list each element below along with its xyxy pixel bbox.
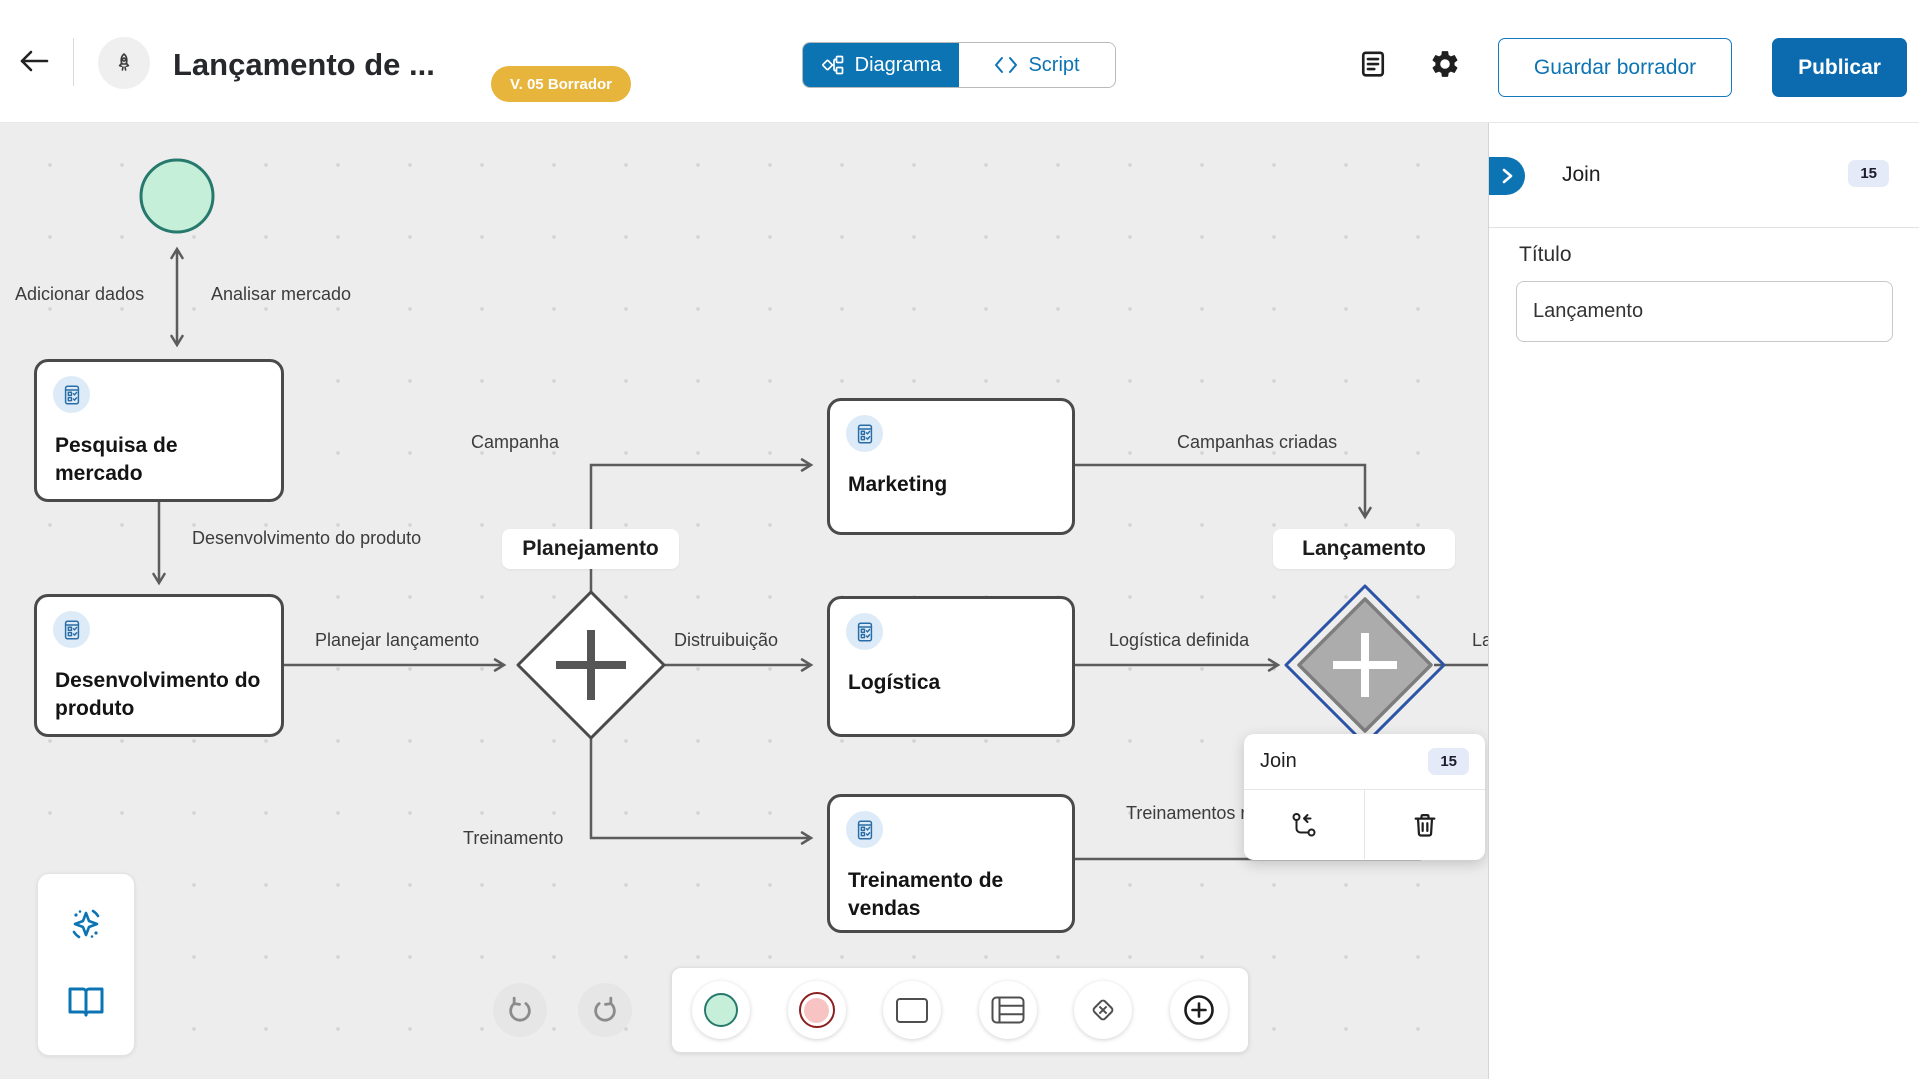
delete-node-button[interactable]: [1364, 790, 1485, 859]
lanes-icon: [991, 996, 1025, 1024]
add-task-button[interactable]: [883, 981, 942, 1039]
title-input[interactable]: [1516, 281, 1893, 342]
reroute-connection-button[interactable]: [1244, 790, 1364, 859]
diagram-canvas[interactable]: Pesquisa de mercado Desenvolvimento do p…: [0, 123, 1488, 1079]
panel-node-type: Join: [1562, 163, 1601, 186]
start-event-icon: [704, 993, 738, 1027]
edge-label-treinamento: Treinamento: [463, 828, 564, 848]
gear-icon: [1432, 51, 1458, 77]
header-divider: [73, 38, 74, 86]
book-icon: [68, 987, 104, 1017]
node-label: Pesquisa de mercado: [55, 434, 178, 485]
undo-button[interactable]: [493, 983, 547, 1037]
edge-label-planejar-lancamento: Planejar lançamento: [315, 630, 480, 650]
plus-glyph: [556, 630, 626, 700]
task-icon: [53, 611, 90, 648]
popup-node-type: Join: [1260, 750, 1297, 772]
version-badge: V. 05 Borrador: [491, 66, 631, 102]
add-lanes-button[interactable]: [978, 981, 1037, 1039]
chevron-right-icon: [1502, 168, 1513, 184]
plus-circle-icon: [1184, 995, 1214, 1025]
ai-assistant-button[interactable]: [60, 900, 112, 952]
assistant-card: [37, 873, 135, 1056]
edge-label-analisar-mercado: Analisar mercado: [211, 284, 352, 304]
rocket-icon: [118, 53, 130, 71]
node-context-popup: Join 15: [1244, 734, 1485, 860]
top-bar: Lançamento de ... V. 05 Borrador Diagram…: [0, 0, 1919, 123]
task-icon: [846, 415, 883, 452]
node-pesquisa-de-mercado[interactable]: Pesquisa de mercado: [34, 359, 284, 502]
edge-label-adicionar-dados: Adicionar dados: [15, 284, 145, 304]
tab-diagram[interactable]: Diagrama: [803, 43, 959, 87]
title-field-label: Título: [1519, 243, 1572, 266]
tab-diagram-label: Diagrama: [854, 53, 942, 76]
settings-button[interactable]: [1428, 48, 1462, 82]
tab-script-label: Script: [1028, 53, 1080, 76]
task-icon: [846, 811, 883, 848]
diagram-icon: [821, 55, 843, 75]
panel-header: Join 15: [1489, 123, 1919, 228]
back-button[interactable]: [14, 44, 54, 80]
node-label: Logística: [848, 671, 941, 694]
code-icon: [995, 57, 1018, 73]
undo-icon: [509, 996, 531, 1022]
tab-script[interactable]: Script: [959, 43, 1115, 87]
edge-marketing-lancamento[interactable]: [1075, 463, 1372, 520]
properties-panel: Join 15 Título: [1488, 123, 1919, 1079]
edge-label-campanha: Campanha: [471, 432, 560, 452]
gateway-label-lancamento[interactable]: Lançamento: [1273, 529, 1455, 569]
page-title: Lançamento de ...: [173, 47, 435, 82]
gateway-planejamento[interactable]: [516, 590, 666, 740]
trash-icon: [1414, 813, 1436, 837]
node-treinamento-de-vendas[interactable]: Treinamento de vendas: [827, 794, 1075, 933]
documentation-button[interactable]: [60, 977, 112, 1029]
reroute-icon: [1292, 812, 1316, 836]
gateway-icon: [1093, 999, 1114, 1021]
task-shape-icon: [896, 997, 929, 1023]
gateway-lancamento-selected[interactable]: [1284, 584, 1446, 746]
edge-label-lancamento-cut: La: [1472, 630, 1488, 650]
edge-label-campanhas-criadas: Campanhas criadas: [1177, 432, 1338, 452]
start-event-circle[interactable]: [139, 158, 215, 234]
redo-icon: [594, 996, 616, 1022]
view-toggle: Diagrama Script: [802, 42, 1116, 88]
edge-label-treinamentos-cut: Treinamentos r: [1126, 803, 1247, 823]
publish-button[interactable]: Publicar: [1772, 38, 1907, 97]
add-end-event-button[interactable]: [787, 981, 846, 1039]
node-desenvolvimento-do-produto[interactable]: Desenvolvimento do produto: [34, 594, 284, 737]
add-start-event-button[interactable]: [692, 981, 750, 1039]
add-gateway-button[interactable]: [1074, 981, 1133, 1039]
node-marketing[interactable]: Marketing: [827, 398, 1075, 535]
edge-label-desenvolvimento-do-produto: Desenvolvimento do produto: [192, 528, 422, 548]
edge-planejamento-treinamento[interactable]: [589, 738, 814, 845]
document-icon: [1361, 50, 1385, 77]
add-node-button[interactable]: [1169, 981, 1228, 1039]
document-log-button[interactable]: [1356, 48, 1390, 82]
save-draft-button[interactable]: Guardar borrador: [1498, 38, 1732, 97]
edge-label-distruibuicao: Distruibuição: [674, 630, 779, 650]
sparkle-icon: [72, 909, 100, 939]
gateway-label-planejamento[interactable]: Planejamento: [502, 529, 679, 569]
task-icon: [53, 376, 90, 413]
end-event-icon: [798, 992, 835, 1028]
node-label: Desenvolvimento do produto: [55, 669, 261, 720]
task-icon: [846, 613, 883, 650]
plus-glyph: [1333, 633, 1397, 697]
collapse-panel-button[interactable]: [1489, 157, 1525, 195]
edge-label-logistica-definida: Logística definida: [1109, 630, 1250, 650]
shape-palette: [671, 967, 1249, 1053]
process-avatar: [98, 37, 150, 89]
node-label: Treinamento de vendas: [848, 869, 1004, 920]
panel-count-badge: 15: [1848, 160, 1889, 187]
popup-count-badge: 15: [1428, 748, 1469, 775]
redo-button[interactable]: [578, 983, 632, 1037]
node-logistica[interactable]: Logística: [827, 596, 1075, 737]
arrow-left-icon: [20, 50, 49, 71]
node-label: Marketing: [848, 473, 948, 496]
edges-layer: [139, 158, 1488, 861]
